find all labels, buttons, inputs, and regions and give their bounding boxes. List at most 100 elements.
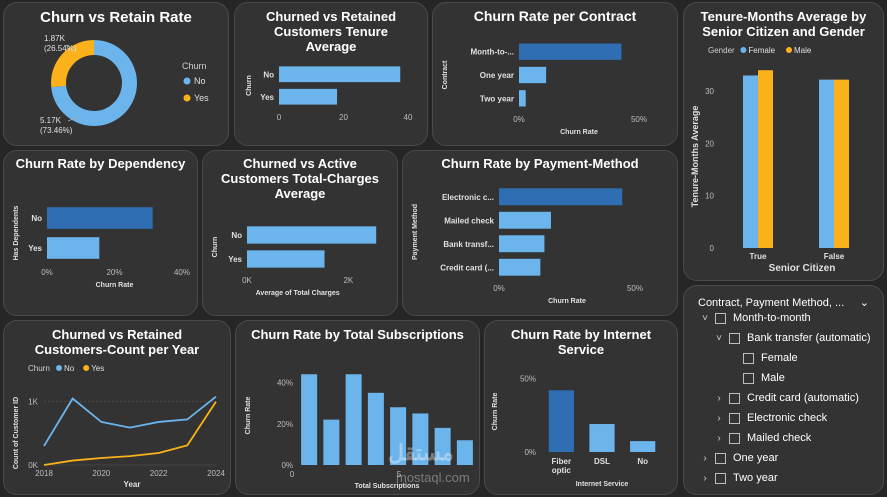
card-churn-by-payment: Churn Rate by Payment-Method Electronic … [402,150,678,316]
bar-male [758,70,773,248]
chevron-right-icon[interactable]: › [717,412,721,424]
x-tick-label: 50% [631,115,647,124]
bar [47,207,153,229]
category-label: One year [480,71,514,80]
slicer-item-label: Credit card (automatic) [747,392,859,404]
legend-marker [183,77,191,85]
y-tick-label: 0% [281,461,293,470]
y-axis-label: Contract [442,60,449,89]
bar [499,211,551,229]
y-tick-label: 20% [277,420,293,429]
x-tick-label: 50% [627,284,643,293]
chevron-down-icon[interactable]: ⌄ [859,297,869,309]
y-tick-label: 50% [520,374,536,383]
chart-title: Churn Rate by Payment-Method [441,156,639,171]
checkbox[interactable] [715,312,726,324]
y-tick-label: 10 [705,192,714,201]
legend-marker [56,365,62,371]
chevron-right-icon[interactable]: › [717,392,721,404]
y-axis-label: Payment Method [412,204,419,260]
category-label: No [637,457,648,466]
bar [247,226,377,244]
leader-line [67,116,79,122]
checkbox[interactable] [715,472,726,484]
checkbox[interactable] [729,412,740,424]
chart-title: Churned vs Active Customers Total-Charge… [221,156,379,201]
checkbox[interactable] [743,372,754,384]
slicer-item[interactable]: ˅ Bank transfer (automatic) [712,330,870,346]
card-total-charges-average: Churned vs Active Customers Total-Charge… [202,150,398,316]
x-tick-label: 2024 [207,469,225,478]
checkbox[interactable] [729,432,740,444]
x-axis-label: Year [124,480,141,489]
chevron-right-icon[interactable]: › [703,452,707,464]
chart-title: Churn Rate per Contract [473,8,637,24]
checkbox[interactable] [743,352,754,364]
series-line-yes [43,401,217,466]
chevron-down-icon[interactable]: ˅ [716,332,722,344]
bar [412,413,429,465]
bar-chart: Gender Female Male 0 10 20 30 True False Tenure-M… [690,46,849,274]
slicer-item-label: One year [733,452,779,464]
series-line-no [43,395,217,447]
bar [279,88,338,105]
card-tenure-senior-gender: Tenure-Months Average by Senior Citizen … [683,2,884,281]
slicer-item-label: Electronic check [747,412,828,424]
category-label: optic [552,466,572,475]
x-tick-label: 0% [513,115,525,124]
x-axis-label: Internet Service [576,481,629,488]
x-tick-label: 40 [404,113,413,122]
bar-chart: No Yes 0% 20% 40% Has Dependents Churn Rate [13,205,190,289]
slicer-item[interactable]: › Mailed check [712,430,811,446]
bar-female [819,79,834,248]
y-tick-label: 40% [277,379,293,388]
category-label: Yes [228,255,242,264]
slicer-item[interactable]: › Electronic check [712,410,827,426]
category-label: Mailed check [444,216,494,225]
x-tick-label: 2018 [35,469,53,478]
card-churn-vs-retain: Churn vs Retain Rate 1.87K (26.54%) 5.17K(… [3,2,229,146]
slicer-header[interactable]: Contract, Payment Method, ... [698,297,845,309]
checkbox[interactable] [715,452,726,464]
category-label: Bank transf... [443,240,494,249]
category-label: Month-to-... [470,48,514,57]
y-axis-label: Tenure-Months Average [690,106,700,208]
slicer-item[interactable]: Male [726,370,785,386]
x-tick-label: 0% [41,268,53,277]
chart-title: Churn Rate by Internet Service [510,327,652,357]
legend-entry: Yes [194,93,209,103]
legend-entry: Male [794,46,812,55]
chart-title: Churn vs Retain Rate [40,9,192,26]
bar [589,424,615,452]
card-churn-by-subscriptions: Churn Rate by Total Subscriptions 0% 20% 4… [235,320,480,495]
checkbox[interactable] [729,332,740,344]
x-tick-label: 5 [397,470,402,479]
legend-marker [83,365,90,371]
bar-male [834,79,849,248]
slicer-item-label: Two year [733,472,778,484]
slice-percent-label: (73.46%) [40,126,73,135]
chevron-down-icon[interactable]: ˅ [702,312,708,324]
chevron-right-icon[interactable]: › [717,432,721,444]
y-tick-label: 0% [524,448,536,457]
card-churn-by-dependency: Churn Rate by Dependency No Yes 0% 20% 40% Ha… [3,150,198,316]
bar [247,250,325,268]
card-count-per-year: Churned vs Retained Customers-Count per … [3,320,231,495]
chart-title: Churned vs Retained Customers Tenure Ave… [265,9,397,54]
legend-entry: No [194,76,206,86]
y-axis-label: Churn Rate [245,397,252,435]
chevron-right-icon[interactable]: › [703,472,707,484]
card-churn-by-internet: Churn Rate by Internet Service 0% 50% Fibe… [484,320,678,495]
slicer-item[interactable]: › One year [698,450,778,466]
slicer-item[interactable]: ˅ Month-to-month [698,310,811,326]
checkbox[interactable] [729,392,740,404]
slicer-item[interactable]: › Two year [698,470,778,486]
slicer-item[interactable]: Female [726,350,798,366]
slicer-panel: Contract, Payment Method, ... ⌄ ˅ Month-t… [683,285,884,495]
category-label: Yes [260,93,274,102]
slicer-item[interactable]: › Credit card (automatic) [712,390,859,406]
watermark-latin: mostaql.com [396,470,470,485]
y-tick-label: 1K [28,398,38,407]
y-axis-label: Churn [212,237,219,258]
